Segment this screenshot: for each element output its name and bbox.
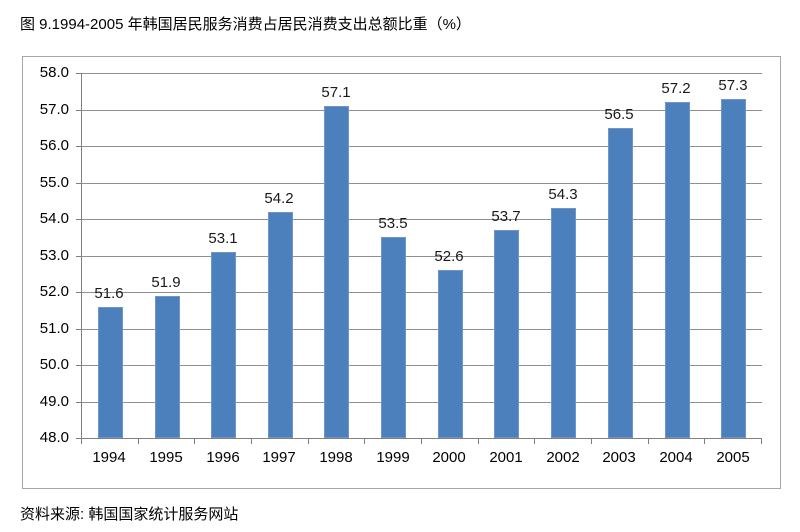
y-tick-label: 55.0 xyxy=(39,174,69,191)
x-tick-label: 1997 xyxy=(262,449,296,466)
x-axis-tick xyxy=(364,439,365,444)
chart-title: 图 9.1994-2005 年韩国居民服务消费占居民消费支出总额比重（%） xyxy=(20,16,471,33)
bar xyxy=(438,270,463,438)
y-axis-tick xyxy=(76,110,81,111)
y-axis-tick xyxy=(76,146,81,147)
y-axis-tick xyxy=(76,402,81,403)
x-tick-label: 1995 xyxy=(149,449,183,466)
plot-area xyxy=(81,73,762,439)
y-axis-tick xyxy=(76,329,81,330)
gridline xyxy=(82,73,762,74)
x-axis-tick xyxy=(478,439,479,444)
x-axis-tick xyxy=(648,439,649,444)
bar xyxy=(155,296,180,438)
chart-frame: 48.0 49.0 50.0 51.0 52.0 53.0 54.0 55.0 56.0 57.0… xyxy=(22,56,781,489)
y-tick-label: 50.0 xyxy=(39,356,69,373)
bar-value-label: 56.5 xyxy=(604,106,634,123)
x-axis-tick xyxy=(534,439,535,444)
bar-value-label: 53.5 xyxy=(378,215,408,232)
bar-value-label: 51.9 xyxy=(151,274,181,291)
x-axis-tick xyxy=(421,439,422,444)
x-axis-tick xyxy=(591,439,592,444)
bar xyxy=(324,106,349,438)
bar xyxy=(211,252,236,438)
x-axis-tick xyxy=(251,439,252,444)
y-tick-label: 58.0 xyxy=(39,64,69,81)
y-axis-tick xyxy=(76,438,81,439)
y-axis-tick xyxy=(76,183,81,184)
x-axis-tick xyxy=(194,439,195,444)
y-tick-label: 51.0 xyxy=(39,320,69,337)
bar xyxy=(721,99,746,438)
bar-value-label: 53.7 xyxy=(491,208,521,225)
gridline xyxy=(82,329,762,330)
x-tick-label: 1996 xyxy=(206,449,240,466)
bar xyxy=(551,208,576,438)
x-axis-tick xyxy=(704,439,705,444)
gridline xyxy=(82,292,762,293)
y-tick-label: 48.0 xyxy=(39,429,69,446)
bar-value-label: 52.6 xyxy=(434,248,464,265)
x-tick-label: 2005 xyxy=(716,449,750,466)
x-tick-label: 1994 xyxy=(92,449,126,466)
bar xyxy=(268,212,293,438)
bar xyxy=(665,102,690,438)
bar-value-label: 57.3 xyxy=(718,77,748,94)
x-tick-label: 2003 xyxy=(602,449,636,466)
gridline xyxy=(82,365,762,366)
bar-value-label: 51.6 xyxy=(94,285,124,302)
bar xyxy=(98,307,123,438)
y-axis-tick xyxy=(76,292,81,293)
y-tick-label: 54.0 xyxy=(39,210,69,227)
y-axis-tick xyxy=(76,365,81,366)
gridline xyxy=(82,256,762,257)
x-axis-tick xyxy=(761,439,762,444)
bar-value-label: 57.1 xyxy=(321,84,351,101)
y-tick-label: 56.0 xyxy=(39,137,69,154)
bar xyxy=(608,128,633,438)
bar xyxy=(381,237,406,438)
x-axis-tick xyxy=(138,439,139,444)
gridline xyxy=(82,146,762,147)
y-tick-label: 52.0 xyxy=(39,283,69,300)
x-tick-label: 2002 xyxy=(546,449,580,466)
y-axis-tick xyxy=(76,256,81,257)
source-note: 资料来源: 韩国国家统计服务网站 xyxy=(20,506,239,523)
x-tick-label: 1999 xyxy=(376,449,410,466)
gridline xyxy=(82,110,762,111)
y-tick-label: 49.0 xyxy=(39,393,69,410)
gridline xyxy=(82,402,762,403)
bar xyxy=(494,230,519,438)
y-tick-label: 53.0 xyxy=(39,247,69,264)
x-tick-label: 2004 xyxy=(659,449,693,466)
x-axis-tick xyxy=(81,439,82,444)
bar-value-label: 54.3 xyxy=(548,186,578,203)
gridline xyxy=(82,183,762,184)
bar-value-label: 54.2 xyxy=(264,190,294,207)
x-axis-tick xyxy=(308,439,309,444)
gridline xyxy=(82,219,762,220)
x-tick-label: 2001 xyxy=(489,449,523,466)
x-tick-label: 2000 xyxy=(432,449,466,466)
y-tick-label: 57.0 xyxy=(39,101,69,118)
bar-value-label: 53.1 xyxy=(208,230,238,247)
y-axis-tick xyxy=(76,219,81,220)
bar-value-label: 57.2 xyxy=(661,80,691,97)
y-axis-tick xyxy=(76,73,81,74)
x-tick-label: 1998 xyxy=(319,449,353,466)
